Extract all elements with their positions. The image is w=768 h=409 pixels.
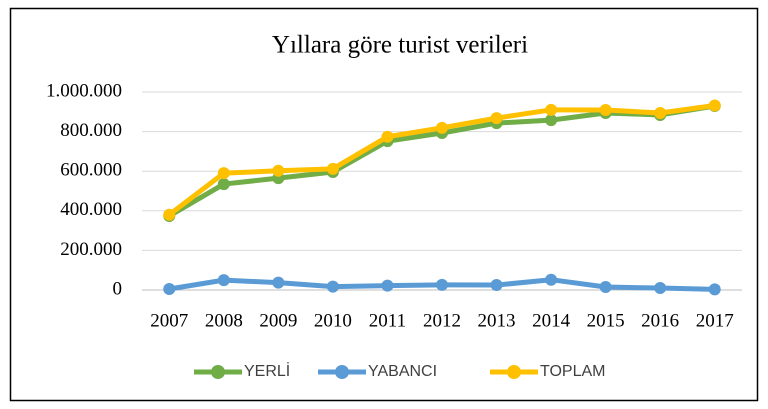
x-tick-label: 2010: [314, 310, 352, 331]
point: [599, 281, 612, 294]
point: [436, 121, 448, 134]
point: [490, 112, 503, 125]
y-tick-label: 600.000: [60, 160, 122, 181]
y-tick-label: 0: [113, 278, 123, 299]
y-tick-label: 400.000: [60, 199, 122, 220]
y-tick-label: 800.000: [60, 120, 122, 141]
legend-marker: [211, 365, 225, 379]
y-tick-label: 200.000: [60, 239, 122, 260]
point: [326, 162, 339, 175]
chart-title: Yıllara göre turist verileri: [272, 32, 528, 59]
point: [599, 104, 612, 117]
point: [490, 279, 503, 292]
x-tick-label: 2014: [532, 310, 571, 331]
x-tick-label: 2012: [423, 310, 461, 331]
x-tick-label: 2016: [641, 310, 679, 331]
y-tick-label: 1.000.000: [46, 80, 122, 101]
point: [708, 283, 721, 296]
point: [654, 282, 667, 295]
x-tick-label: 2008: [205, 310, 243, 331]
point: [217, 178, 230, 191]
point: [436, 278, 448, 291]
point: [381, 279, 394, 292]
legend-label: TOPLAM: [540, 363, 606, 380]
point: [708, 99, 721, 112]
legend-label: YABANCI: [368, 363, 437, 380]
point: [272, 276, 285, 289]
point: [163, 208, 176, 221]
legend-marker: [335, 365, 349, 379]
chart-border: [9, 7, 759, 402]
point: [217, 274, 230, 287]
x-tick-label: 2013: [478, 310, 516, 331]
x-tick-label: 2009: [259, 310, 297, 331]
point: [163, 283, 176, 296]
point: [545, 273, 558, 286]
point: [545, 114, 558, 127]
point: [272, 164, 285, 177]
point: [654, 106, 667, 119]
point: [381, 130, 394, 143]
point: [217, 167, 230, 180]
x-tick-label: 2011: [369, 310, 406, 331]
legend-label: YERLİ: [244, 361, 290, 380]
x-tick-label: 2007: [150, 310, 188, 331]
x-tick-label: 2015: [587, 310, 625, 331]
x-tick-label: 2017: [696, 310, 734, 331]
point: [545, 103, 558, 116]
point: [326, 280, 339, 293]
legend-marker: [507, 365, 521, 379]
